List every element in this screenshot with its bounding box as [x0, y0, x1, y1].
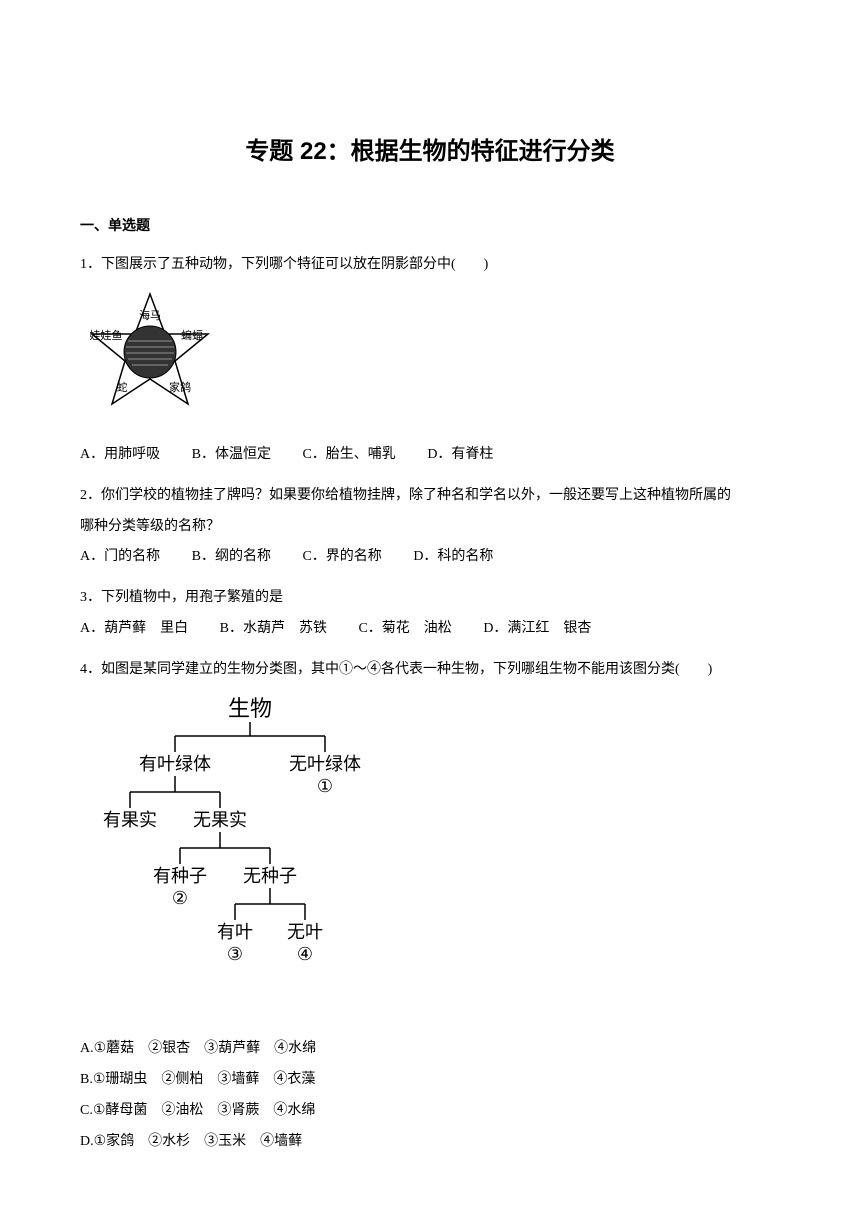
q2-opt-c: C．界的名称: [302, 542, 381, 573]
section-header: 一、单选题: [80, 213, 780, 238]
q3-opt-d: D．满江红 银杏: [483, 614, 591, 645]
question-1: 1．下图展示了五种动物，下列哪个特征可以放在阴影部分中( ) 海马 娃娃鱼 蝙蝠…: [80, 250, 780, 470]
star-label-top: 海马: [139, 308, 161, 322]
tree-n3: ③: [227, 944, 243, 964]
q3-opt-b: B．水葫芦 苏铁: [220, 614, 327, 645]
q3-opt-a: A．葫芦藓 里白: [80, 614, 188, 645]
tree-root: 生物: [228, 696, 272, 721]
q3-opt-c: C．菊花 油松: [358, 614, 451, 645]
tree-l2a: 有果实: [103, 810, 157, 830]
q2-opt-d: D．科的名称: [413, 542, 493, 573]
tree-l3b: 无种子: [243, 866, 297, 886]
q2-opt-a: A．门的名称: [80, 542, 160, 573]
tree-l2b: 无果实: [193, 810, 247, 830]
q1-star-figure: 海马 娃娃鱼 蝙蝠 蛇 家鸽: [80, 289, 780, 432]
question-2: 2．你们学校的植物挂了牌吗？如果要你给植物挂牌，除了种名和学名以外，一般还要写上…: [80, 481, 780, 573]
question-3: 3．下列植物中，用孢子繁殖的是 A．葫芦藓 里白 B．水葫芦 苏铁 C．菊花 油…: [80, 583, 780, 645]
tree-l1a: 有叶绿体: [139, 754, 211, 774]
q3-stem: 3．下列植物中，用孢子繁殖的是: [80, 583, 780, 614]
question-4: 4．如图是某同学建立的生物分类图，其中①～④各代表一种生物，下列哪组生物不能用该…: [80, 655, 780, 1158]
q2-opt-b: B．纲的名称: [192, 542, 271, 573]
q1-opt-d: D．有脊柱: [427, 440, 493, 471]
q4-tree-figure: 生物 有叶绿体 无叶绿体 ① 有果实 无果实 有种子 ② 无种子: [100, 694, 780, 1027]
q1-opt-b: B．体温恒定: [192, 440, 271, 471]
tree-n2: ②: [172, 888, 188, 908]
q2-options: A．门的名称 B．纲的名称 C．界的名称 D．科的名称: [80, 542, 780, 573]
q3-options: A．葫芦藓 里白 B．水葫芦 苏铁 C．菊花 油松 D．满江红 银杏: [80, 614, 780, 645]
tree-l3a: 有种子: [153, 866, 207, 886]
q1-opt-a: A．用肺呼吸: [80, 440, 160, 471]
q4-stem: 4．如图是某同学建立的生物分类图，其中①～④各代表一种生物，下列哪组生物不能用该…: [80, 655, 780, 686]
q4-opt-b: B.①珊瑚虫 ②侧柏 ③墙藓 ④衣藻: [80, 1065, 780, 1096]
star-label-left: 娃娃鱼: [90, 328, 123, 342]
q2-stem-line1: 2．你们学校的植物挂了牌吗？如果要你给植物挂牌，除了种名和学名以外，一般还要写上…: [80, 481, 780, 512]
tree-n4: ④: [297, 944, 313, 964]
q1-options: A．用肺呼吸 B．体温恒定 C．胎生、哺乳 D．有脊柱: [80, 440, 780, 471]
tree-l1b: 无叶绿体: [289, 754, 361, 774]
page-title: 专题 22：根据生物的特征进行分类: [80, 130, 780, 173]
q4-opt-a: A.①蘑菇 ②银杏 ③葫芦藓 ④水绵: [80, 1034, 780, 1065]
q1-opt-c: C．胎生、哺乳: [302, 440, 395, 471]
tree-l4a: 有叶: [217, 922, 253, 942]
tree-n1: ①: [317, 776, 333, 796]
star-label-br: 家鸽: [169, 380, 191, 394]
star-label-right: 蝙蝠: [181, 328, 203, 342]
q4-opt-c: C.①酵母菌 ②油松 ③肾蕨 ④水绵: [80, 1096, 780, 1127]
star-label-bl: 蛇: [117, 380, 128, 394]
q4-opt-d: D.①家鸽 ②水杉 ③玉米 ④墙藓: [80, 1127, 780, 1158]
q1-stem: 1．下图展示了五种动物，下列哪个特征可以放在阴影部分中( ): [80, 250, 780, 281]
tree-l4b: 无叶: [287, 922, 323, 942]
q2-stem-line2: 哪种分类等级的名称？: [80, 512, 780, 543]
